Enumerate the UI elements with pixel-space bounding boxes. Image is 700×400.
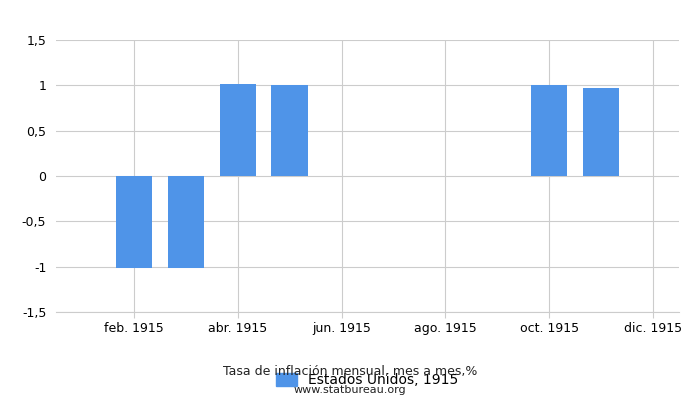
Text: www.statbureau.org: www.statbureau.org bbox=[294, 385, 406, 395]
Legend: Estados Unidos, 1915: Estados Unidos, 1915 bbox=[271, 368, 464, 393]
Bar bbox=[220, 84, 256, 176]
Bar bbox=[272, 85, 308, 176]
Text: Tasa de inflación mensual, mes a mes,%: Tasa de inflación mensual, mes a mes,% bbox=[223, 365, 477, 378]
Bar bbox=[167, 176, 204, 268]
Bar bbox=[531, 85, 568, 176]
Bar bbox=[116, 176, 152, 268]
Bar bbox=[583, 88, 620, 176]
